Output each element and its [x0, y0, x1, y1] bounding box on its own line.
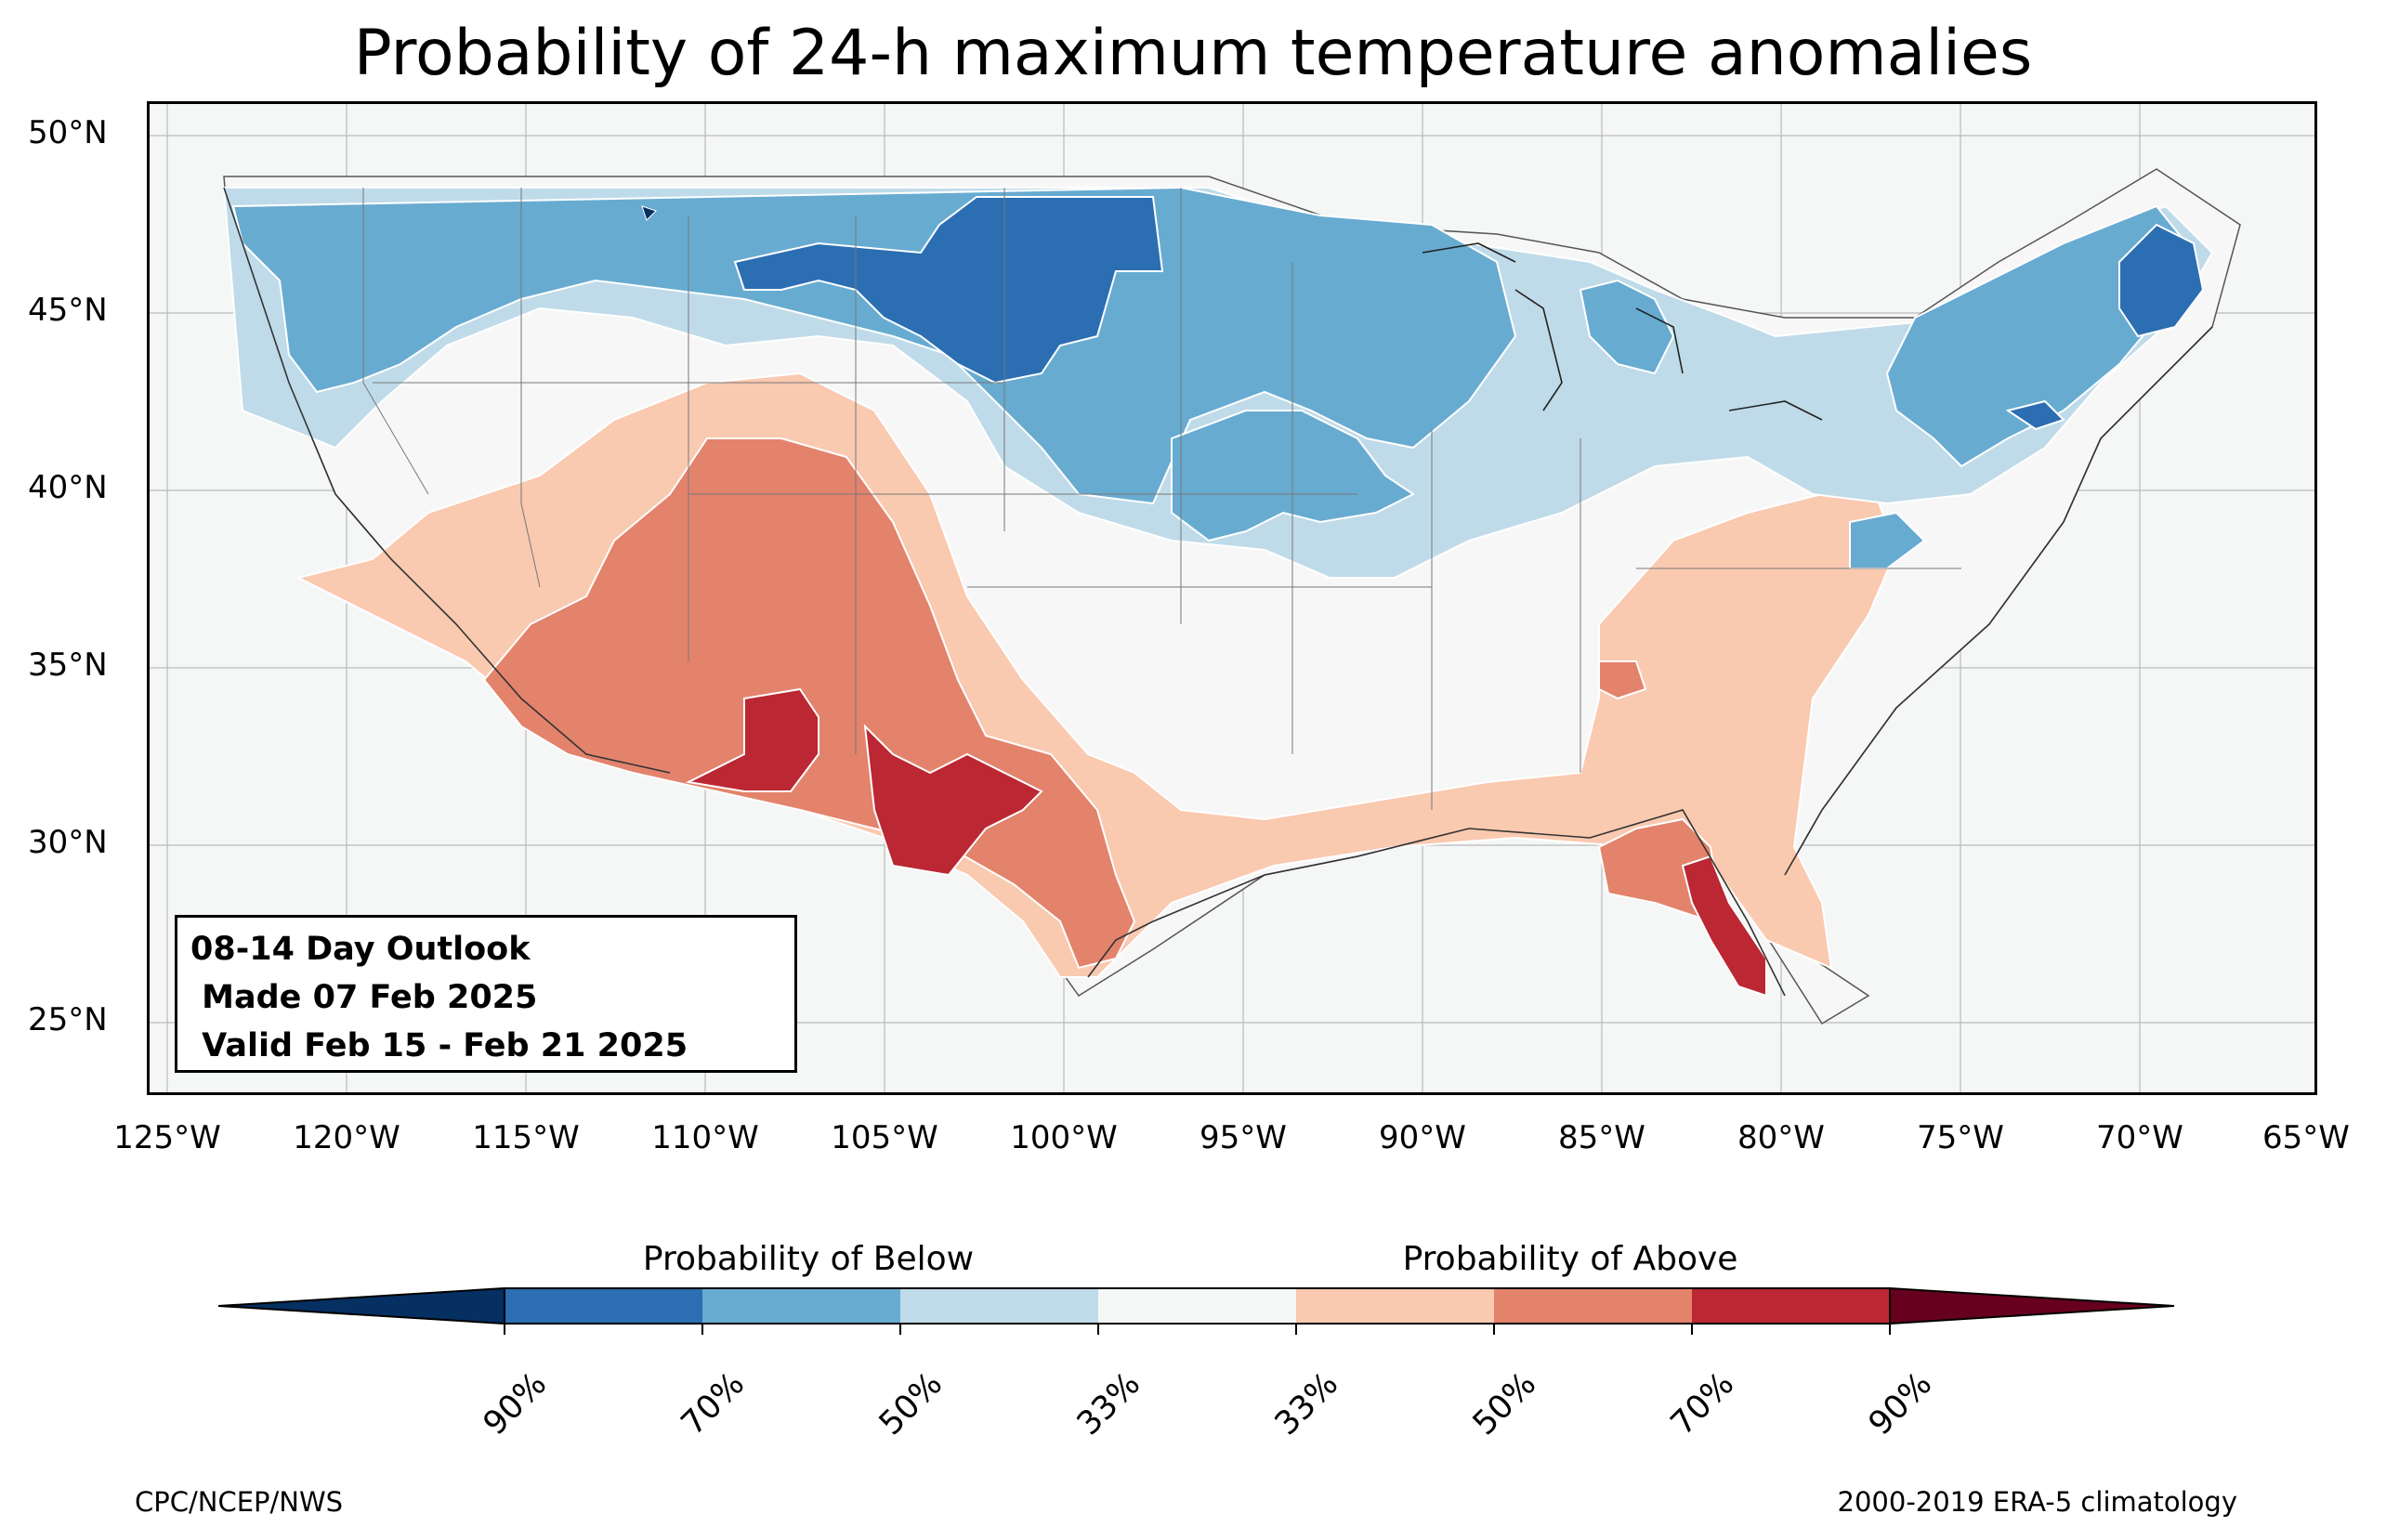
above-70-az-region — [685, 687, 819, 792]
lon-tick-90w: 90°W — [1379, 1119, 1466, 1156]
lon-tick-120w: 120°W — [293, 1119, 400, 1156]
colorbar-extend-low — [217, 1286, 505, 1325]
colorbar-seg-below-50-70 — [702, 1288, 900, 1324]
outlook-period: 08-14 Day Outlook — [190, 931, 531, 968]
above-70-fl-region — [1681, 855, 1767, 998]
below-50-north-region — [231, 186, 1517, 505]
colorbar-seg-below-70-90 — [505, 1288, 702, 1324]
colorbar-tick-below-90: 90% — [476, 1365, 555, 1443]
lon-tick-75w: 75°W — [1917, 1119, 2004, 1156]
colorbar-label-above: Probability of Above — [1402, 1240, 1738, 1278]
colorbar-label-below: Probability of Below — [642, 1240, 975, 1278]
lon-tick-95w: 95°W — [1200, 1119, 1287, 1156]
lon-tick-80w: 80°W — [1737, 1119, 1825, 1156]
below-70-ny-region — [2005, 399, 2065, 431]
lat-tick-25: 25°N — [28, 1001, 108, 1038]
map-canvas — [150, 104, 2314, 1092]
below-90-region — [641, 205, 657, 221]
lon-tick-85w: 85°W — [1558, 1119, 1645, 1156]
lat-tick-40: 40°N — [28, 469, 108, 506]
colorbar-seg-above-70-90 — [1692, 1288, 1890, 1324]
colorbar-tick-below-33: 33% — [1069, 1365, 1148, 1443]
great-lakes-outline — [1422, 242, 1823, 421]
lon-tick-105w: 105°W — [831, 1119, 938, 1156]
state-boundaries — [362, 188, 1961, 810]
colorbar-tick-below-50: 50% — [872, 1365, 950, 1443]
lon-tick-100w: 100°W — [1010, 1119, 1118, 1156]
lon-tick-115w: 115°W — [472, 1119, 580, 1156]
lat-tick-50: 50°N — [28, 114, 108, 151]
colorbar-seg-near-normal — [1098, 1288, 1296, 1324]
colorbar-seg-above-50-70 — [1494, 1288, 1692, 1324]
below-50-mich-region — [1579, 279, 1675, 375]
below-50-midatl-region — [1849, 511, 1926, 569]
below-50-ne-region — [1885, 204, 2196, 468]
lon-tick-70w: 70°W — [2096, 1119, 2183, 1156]
colorbar-tick-above-90: 90% — [1861, 1365, 1940, 1443]
credit-climatology: 2000-2019 ERA-5 climatology — [1837, 1486, 2237, 1518]
below-70-nplains-region — [733, 196, 1164, 385]
credit-agency: CPC/NCEP/NWS — [135, 1486, 344, 1518]
colorbar-extend-high — [1889, 1286, 2175, 1325]
colorbar-seg-below-33-50 — [900, 1288, 1098, 1324]
lat-tick-45: 45°N — [28, 292, 108, 329]
lon-tick-65w: 65°W — [2262, 1119, 2350, 1156]
lon-tick-125w: 125°W — [113, 1119, 221, 1156]
map-title: Probability of 24-h maximum temperature … — [353, 17, 2033, 90]
lat-tick-30: 30°N — [28, 824, 108, 861]
colorbar-tick-below-70: 70% — [674, 1365, 753, 1443]
colorbar-seg-above-33-50 — [1296, 1288, 1494, 1324]
colorbar — [217, 1286, 2175, 1335]
above-70-tx-region — [863, 724, 1043, 877]
colorbar-tick-above-33: 33% — [1267, 1365, 1346, 1443]
lon-tick-110w: 110°W — [651, 1119, 759, 1156]
below-70-maine-region — [2118, 223, 2205, 338]
lat-tick-35: 35°N — [28, 646, 108, 684]
coastline — [223, 187, 2213, 997]
colorbar-tick-above-50: 50% — [1465, 1365, 1544, 1443]
outlook-info-box: 08-14 Day Outlook Made 07 Feb 2025 Valid… — [175, 915, 797, 1073]
outlook-made-date: Made 07 Feb 2025 — [190, 979, 538, 1016]
outlook-valid-range: Valid Feb 15 - Feb 21 2025 — [190, 1027, 688, 1064]
above-50-tn-region — [1598, 660, 1647, 700]
colorbar-tick-above-70: 70% — [1663, 1365, 1742, 1443]
